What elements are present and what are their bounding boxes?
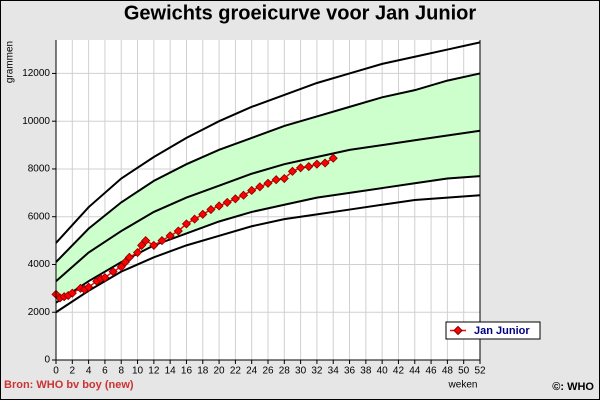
data-point — [263, 178, 273, 188]
data-point — [296, 163, 306, 173]
data-point — [124, 252, 134, 262]
y-tick-label: 0 — [44, 355, 50, 366]
reference-line — [55, 72, 481, 263]
data-point — [149, 240, 159, 250]
x-tick-label: 42 — [393, 366, 405, 377]
x-tick-label: 20 — [214, 366, 226, 377]
legend-box — [445, 321, 541, 340]
x-tick-label: 38 — [360, 366, 372, 377]
data-point — [84, 282, 94, 292]
x-tick-label: 0 — [53, 366, 59, 377]
data-point — [141, 236, 151, 246]
x-tick-label: 12 — [148, 366, 160, 377]
legend-marker — [453, 325, 463, 336]
y-tick-label: 6000 — [28, 211, 51, 222]
chart-title: Gewichts groeicurve voor Jan Junior — [124, 2, 477, 24]
x-tick-label: 2 — [70, 366, 76, 377]
x-tick-label: 32 — [311, 366, 323, 377]
reference-line — [55, 41, 481, 244]
x-tick-label: 16 — [181, 366, 193, 377]
data-point — [108, 267, 118, 277]
data-point — [198, 209, 208, 219]
x-tick-label: 24 — [246, 366, 258, 377]
x-tick-label: 28 — [279, 366, 291, 377]
data-point — [320, 158, 330, 168]
x-tick-label: 40 — [377, 366, 389, 377]
reference-line — [55, 194, 481, 314]
x-tick-label: 30 — [295, 366, 307, 377]
y-tick-label: 8000 — [28, 164, 51, 175]
data-point — [328, 153, 338, 163]
data-point — [120, 257, 130, 267]
data-point — [137, 240, 147, 250]
x-tick-label: 22 — [230, 366, 242, 377]
data-point — [173, 226, 183, 236]
y-tick-label: 10000 — [22, 116, 50, 127]
data-point — [271, 175, 281, 185]
data-point — [279, 173, 289, 184]
data-point — [255, 182, 265, 192]
copyright-note: ©: WHO — [552, 381, 594, 393]
data-point — [67, 288, 77, 298]
x-tick-label: 26 — [262, 366, 274, 377]
legend-label: Jan Junior — [474, 325, 530, 337]
x-tick-label: 14 — [165, 366, 177, 377]
x-tick-label: 52 — [474, 366, 486, 377]
x-tick-label: 8 — [118, 366, 124, 377]
data-point — [312, 159, 322, 169]
x-tick-label: 46 — [426, 366, 438, 377]
x-tick-label: 34 — [328, 366, 340, 377]
data-point — [230, 194, 240, 204]
x-tick-label: 36 — [344, 366, 356, 377]
reference-line — [55, 129, 481, 282]
y-tick-label: 2000 — [28, 307, 51, 318]
x-axis-label: weken — [448, 380, 478, 391]
y-tick-label: 4000 — [28, 259, 51, 270]
x-tick-label: 18 — [197, 366, 209, 377]
data-point — [206, 204, 216, 215]
data-point — [238, 190, 249, 200]
data-point — [132, 247, 143, 258]
data-point — [157, 236, 167, 246]
data-point — [247, 185, 257, 196]
y-tick-label: 12000 — [22, 68, 50, 79]
x-tick-label: 10 — [132, 366, 144, 377]
data-point — [165, 231, 175, 241]
x-tick-label: 48 — [442, 366, 454, 377]
data-point — [100, 273, 110, 283]
band — [56, 73, 480, 303]
data-point — [116, 262, 126, 272]
x-tick-label: 44 — [409, 366, 421, 377]
data-point — [214, 201, 224, 211]
data-point — [287, 166, 298, 176]
x-tick-label: 4 — [86, 366, 92, 377]
data-point — [190, 214, 200, 224]
data-point — [222, 197, 232, 207]
x-tick-label: 50 — [458, 366, 470, 377]
x-tick-label: 6 — [102, 366, 108, 377]
data-point — [304, 162, 314, 172]
source-note: Bron: WHO bv boy (new) — [4, 379, 134, 391]
data-point — [181, 219, 192, 229]
y-axis-label: grammen — [5, 41, 16, 83]
